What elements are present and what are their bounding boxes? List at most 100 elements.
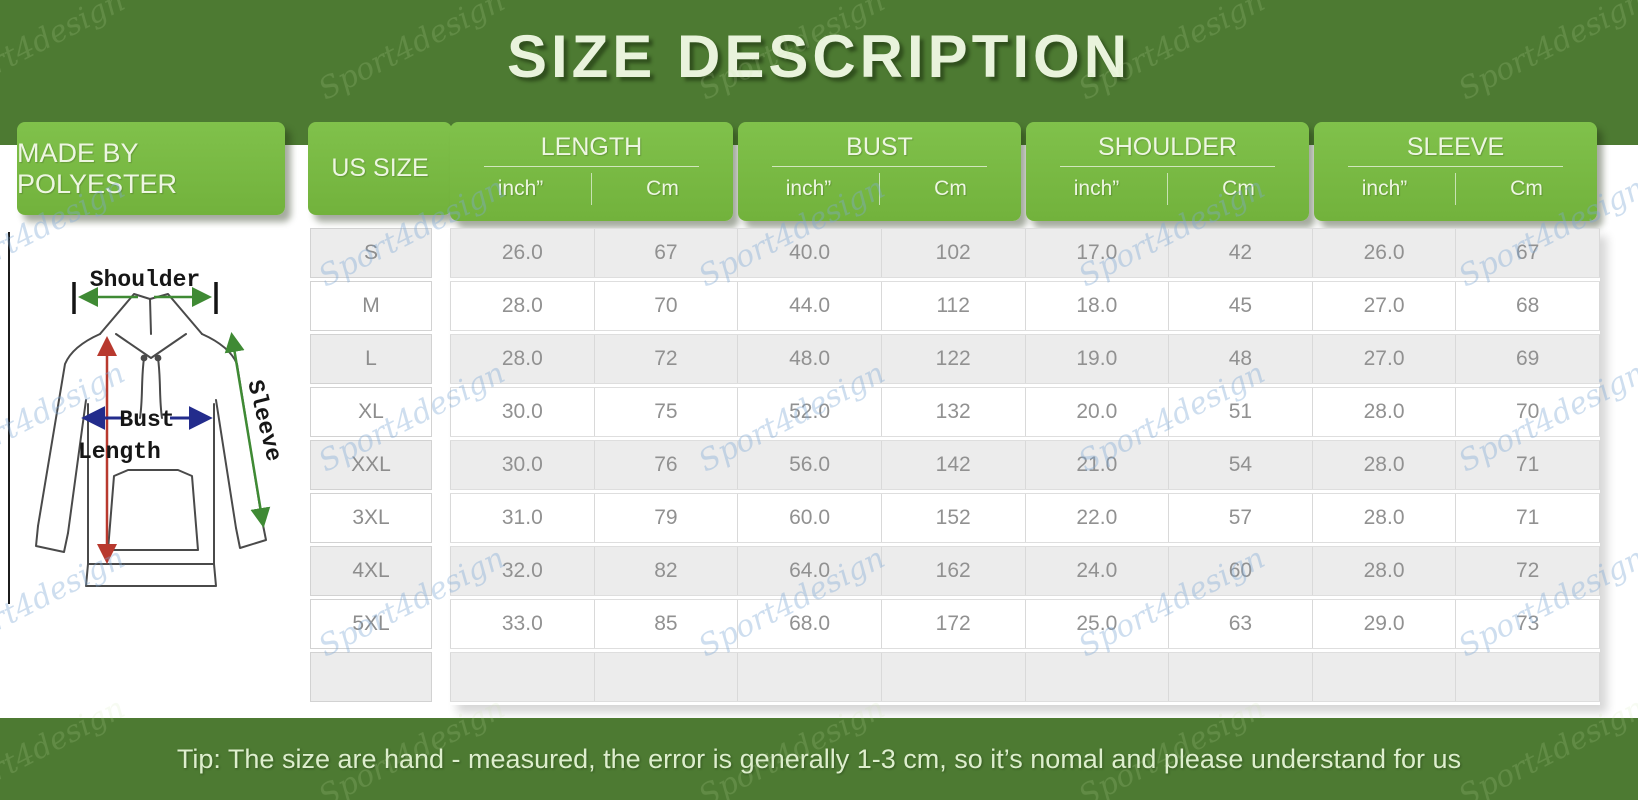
length-label: LENGTH <box>540 133 643 161</box>
size-cell: 17.0 <box>1026 229 1170 277</box>
length-header-box: LENGTH inch” Cm <box>450 122 733 221</box>
size-cell: 79 <box>595 494 739 542</box>
size-cell: 21.0 <box>1026 441 1170 489</box>
size-cell: 71 <box>1456 441 1600 489</box>
size-cell: 27.0 <box>1313 335 1457 383</box>
size-cell: 30.0 <box>450 441 595 489</box>
size-cell <box>738 653 882 701</box>
bust-cm-label: Cm <box>879 173 1021 205</box>
size-cell: 71 <box>1456 494 1600 542</box>
size-cell: 28.0 <box>1313 441 1457 489</box>
size-row: 30.0 76 56.0 142 21.0 54 28.0 71 <box>450 440 1600 490</box>
size-cell: 32.0 <box>450 547 595 595</box>
sleeve-label: SLEEVE <box>1406 133 1505 161</box>
size-cell: 27.0 <box>1313 282 1457 330</box>
size-cell: 31.0 <box>450 494 595 542</box>
size-cell <box>1313 653 1457 701</box>
size-cell: 24.0 <box>1026 547 1170 595</box>
us-size-cell: 3XL <box>310 493 432 543</box>
size-cell: 48.0 <box>738 335 882 383</box>
size-cell: 76 <box>595 441 739 489</box>
size-cell: 40.0 <box>738 229 882 277</box>
size-cell: 132 <box>882 388 1026 436</box>
tip-text: Tip: The size are hand - measured, the e… <box>176 743 1462 774</box>
size-cell: 19.0 <box>1026 335 1170 383</box>
sleeve-header-box: SLEEVE inch” Cm <box>1314 122 1597 221</box>
size-cell: 64.0 <box>738 547 882 595</box>
sleeve-arrow <box>224 332 271 528</box>
footer-band: Tip: The size are hand - measured, the e… <box>0 718 1638 800</box>
page-title: SIZE DESCRIPTION <box>506 23 1132 90</box>
size-row: 33.0 85 68.0 172 25.0 63 29.0 73 <box>450 599 1600 649</box>
us-size-cell: M <box>310 281 432 331</box>
size-table: 26.0 67 40.0 102 17.0 42 26.0 67 28.0 70 44.0 112 18… <box>450 228 1600 705</box>
size-cell: 20.0 <box>1026 388 1170 436</box>
size-cell: 22.0 <box>1026 494 1170 542</box>
size-cell: 70 <box>595 282 739 330</box>
divider <box>1347 166 1564 167</box>
size-row: 26.0 67 40.0 102 17.0 42 26.0 67 <box>450 228 1600 278</box>
size-cell: 122 <box>882 335 1026 383</box>
size-cell: 75 <box>595 388 739 436</box>
size-cell: 56.0 <box>738 441 882 489</box>
us-size-cell: 5XL <box>310 599 432 649</box>
size-cell: 33.0 <box>450 600 595 648</box>
size-cell: 85 <box>595 600 739 648</box>
size-cell <box>882 653 1026 701</box>
size-cell: 102 <box>882 229 1026 277</box>
us-size-label: US SIZE <box>331 154 429 182</box>
bust-inch-label: inch” <box>785 177 832 200</box>
size-cell: 162 <box>882 547 1026 595</box>
size-cell: 152 <box>882 494 1026 542</box>
hoodie-measure-diagram: Shoulder Length Bust Sleeve <box>35 267 286 587</box>
size-cell: 57 <box>1169 494 1313 542</box>
shoulder-inch-label: inch” <box>1073 177 1120 200</box>
divider <box>483 166 700 167</box>
sleeve-inch-label: inch” <box>1361 177 1408 200</box>
size-cell: 28.0 <box>1313 494 1457 542</box>
size-row: 31.0 79 60.0 152 22.0 57 28.0 71 <box>450 493 1600 543</box>
shoulder-cm-label: Cm <box>1167 173 1309 205</box>
length-inch-label: inch” <box>497 177 544 200</box>
divider <box>771 166 988 167</box>
size-cell: 54 <box>1169 441 1313 489</box>
us-size-column: S M L XL XXL 3XL 4XL 5XL <box>310 228 432 705</box>
size-cell: 30.0 <box>450 388 595 436</box>
size-cell: 25.0 <box>1026 600 1170 648</box>
size-cell: 67 <box>595 229 739 277</box>
size-cell <box>1026 653 1170 701</box>
shoulder-label: SHOULDER <box>1098 133 1237 161</box>
size-cell: 68.0 <box>738 600 882 648</box>
size-row: 28.0 72 48.0 122 19.0 48 27.0 69 <box>450 334 1600 384</box>
diagram-shoulder-label: Shoulder <box>90 267 200 293</box>
us-size-cell: S <box>310 228 432 278</box>
size-cell: 18.0 <box>1026 282 1170 330</box>
size-row: 28.0 70 44.0 112 18.0 45 27.0 68 <box>450 281 1600 331</box>
material-header-box: MADE BY POLYESTER <box>17 122 285 215</box>
left-tick-line <box>8 232 10 604</box>
size-cell: 44.0 <box>738 282 882 330</box>
size-cell: 60 <box>1169 547 1313 595</box>
size-cell: 70 <box>1456 388 1600 436</box>
size-cell: 28.0 <box>1313 388 1457 436</box>
size-cell: 82 <box>595 547 739 595</box>
us-size-cell <box>310 652 432 702</box>
shoulder-header-box: SHOULDER inch” Cm <box>1026 122 1309 221</box>
size-cell: 48 <box>1169 335 1313 383</box>
size-cell: 60.0 <box>738 494 882 542</box>
size-cell: 28.0 <box>450 282 595 330</box>
length-cm-label: Cm <box>591 173 733 205</box>
size-cell: 142 <box>882 441 1026 489</box>
size-cell: 172 <box>882 600 1026 648</box>
size-cell: 72 <box>595 335 739 383</box>
size-cell: 67 <box>1456 229 1600 277</box>
size-cell: 28.0 <box>1313 547 1457 595</box>
size-cell: 26.0 <box>450 229 595 277</box>
size-cell: 69 <box>1456 335 1600 383</box>
size-cell: 28.0 <box>450 335 595 383</box>
us-size-header-box: US SIZE <box>308 122 452 215</box>
size-cell: 73 <box>1456 600 1600 648</box>
us-size-cell: 4XL <box>310 546 432 596</box>
size-cell: 52.0 <box>738 388 882 436</box>
size-cell: 26.0 <box>1313 229 1457 277</box>
